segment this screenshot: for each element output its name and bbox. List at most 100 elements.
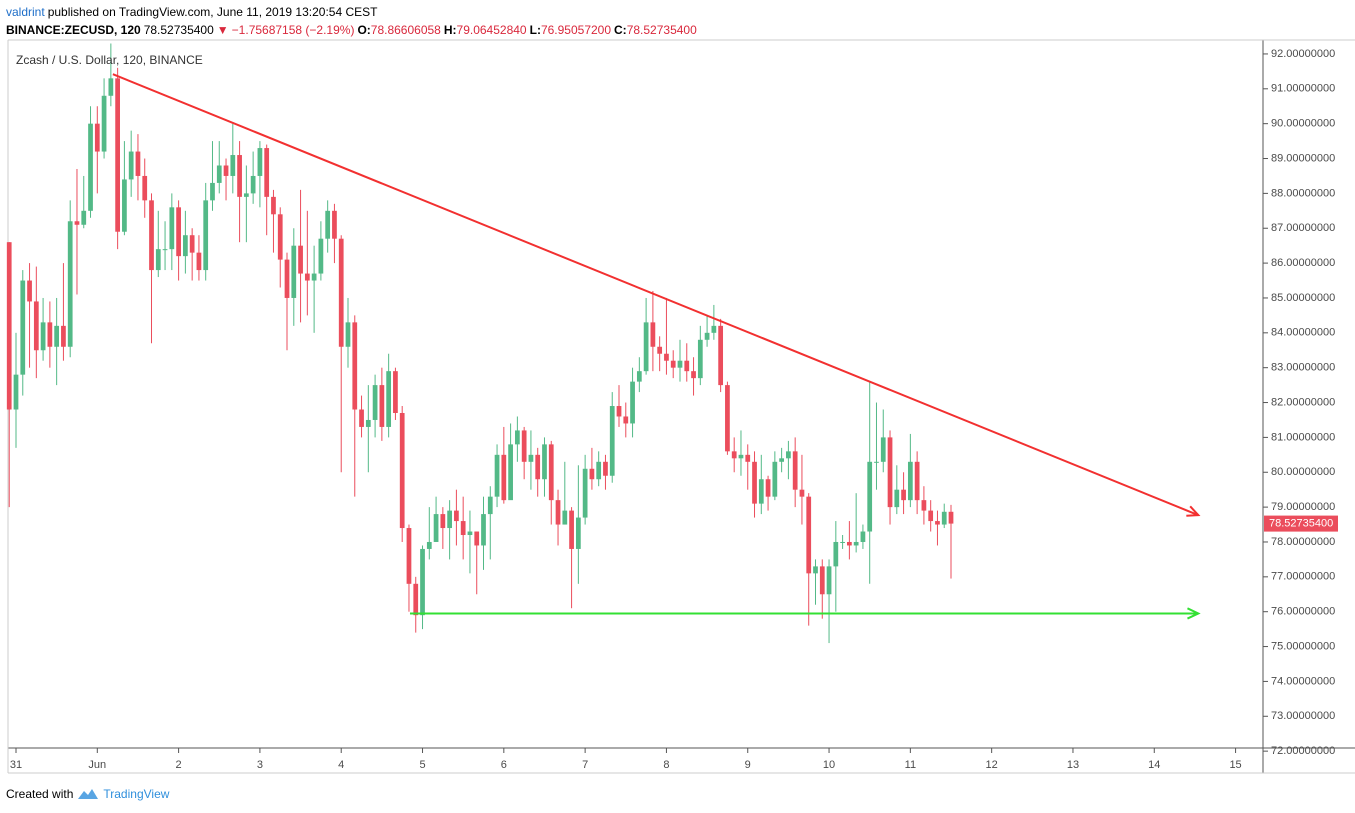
candle-body (237, 155, 242, 197)
candle-body (880, 437, 886, 462)
plot-area (8, 40, 1263, 748)
candle-body (393, 371, 398, 413)
candle-body (691, 371, 696, 379)
candle-body (826, 566, 832, 595)
candle-body (399, 412, 405, 529)
candle-body (345, 322, 351, 347)
candle-body (481, 514, 486, 546)
candle-body (359, 409, 364, 427)
candle-body (311, 273, 317, 281)
candle-body (935, 521, 940, 525)
candle-body (819, 566, 825, 595)
candle-body (921, 500, 927, 511)
candle-body (379, 385, 385, 427)
candle-body (433, 514, 439, 542)
candle-body (928, 510, 934, 522)
candle-body (806, 496, 812, 574)
candle-body (874, 461, 879, 463)
candle-body (725, 385, 730, 452)
candle-body (521, 430, 527, 462)
x-tick-label: 31 (10, 759, 22, 771)
x-tick-label: 8 (663, 759, 669, 771)
candle-body (494, 454, 500, 497)
candle-body (47, 322, 53, 347)
y-tick-label: 73.00000000 (1271, 710, 1335, 722)
candle-body (162, 249, 168, 251)
candle-body (670, 360, 676, 368)
candle-body (115, 78, 120, 232)
candle-body (67, 221, 73, 347)
candle-body (636, 371, 642, 382)
candle-body (20, 280, 26, 375)
candle-body (582, 468, 588, 518)
ohlc-value: 79.06452840 (456, 23, 527, 37)
y-tick-label: 90.00000000 (1271, 118, 1335, 130)
candle-body (149, 200, 154, 271)
candle-body (250, 175, 256, 194)
y-tick-label: 84.00000000 (1271, 327, 1335, 339)
y-tick-label: 81.00000000 (1271, 431, 1335, 443)
candle-body (765, 479, 771, 497)
candle-body (426, 541, 432, 549)
trendline-arrowhead (1187, 607, 1201, 620)
candle-body (6, 242, 12, 410)
x-tick-label: 10 (823, 759, 835, 771)
candle-body (609, 406, 615, 476)
candle-body (13, 374, 19, 410)
brand: TradingView (103, 787, 170, 801)
candle-body (61, 325, 66, 347)
candle-body (176, 207, 181, 257)
candle-body (54, 325, 60, 347)
y-tick-label: 77.00000000 (1271, 571, 1335, 583)
footer: Created with TradingView (6, 787, 169, 801)
candle-body (813, 566, 818, 574)
last-price-label: 78.52735400 (1269, 518, 1333, 530)
x-tick-label: Jun (88, 759, 106, 771)
ohlc-label: C: (614, 23, 627, 37)
candle-body (623, 416, 629, 424)
candle-body (515, 430, 520, 445)
candle-body (772, 461, 778, 497)
x-tick-label: 12 (986, 759, 998, 771)
candle-body (304, 273, 310, 281)
candle-body (264, 148, 270, 197)
candle-body (901, 489, 906, 501)
x-tick-label: 14 (1148, 759, 1160, 771)
candle-body (562, 510, 568, 525)
y-tick-label: 82.00000000 (1271, 396, 1335, 408)
candle-body (941, 511, 947, 525)
candle-body (914, 461, 920, 501)
candle-body (318, 238, 324, 274)
ohlc-label: H: (443, 23, 457, 37)
candle-body (860, 531, 866, 542)
candle-body (277, 214, 283, 260)
candle-body (840, 541, 845, 543)
candle-body (325, 210, 331, 239)
candle-body (833, 541, 839, 567)
candle-body (758, 479, 764, 504)
candle-body (548, 444, 554, 501)
y-tick-label: 91.00000000 (1271, 83, 1335, 95)
ohlc-label: L: (529, 23, 541, 37)
candle-body (704, 332, 710, 340)
x-tick-label: 4 (338, 759, 344, 771)
symbol: BINANCE:ZECUSD, 120 (6, 23, 141, 37)
candle-body (894, 489, 900, 508)
candle-body (603, 461, 608, 476)
candle-body (372, 385, 378, 420)
x-tick-label: 9 (745, 759, 751, 771)
candle-body (474, 531, 480, 546)
candle-body (447, 510, 452, 529)
candle-body (155, 249, 161, 271)
candle-body (657, 346, 663, 354)
candle-body (786, 451, 791, 459)
y-tick-label: 92.00000000 (1271, 48, 1335, 60)
candle-body (738, 454, 744, 459)
y-tick-label: 89.00000000 (1271, 152, 1335, 164)
candle-body (27, 280, 32, 302)
candle-body (122, 179, 127, 232)
candle-body (243, 193, 249, 197)
ohlc-value: 76.95057200 (540, 23, 612, 37)
